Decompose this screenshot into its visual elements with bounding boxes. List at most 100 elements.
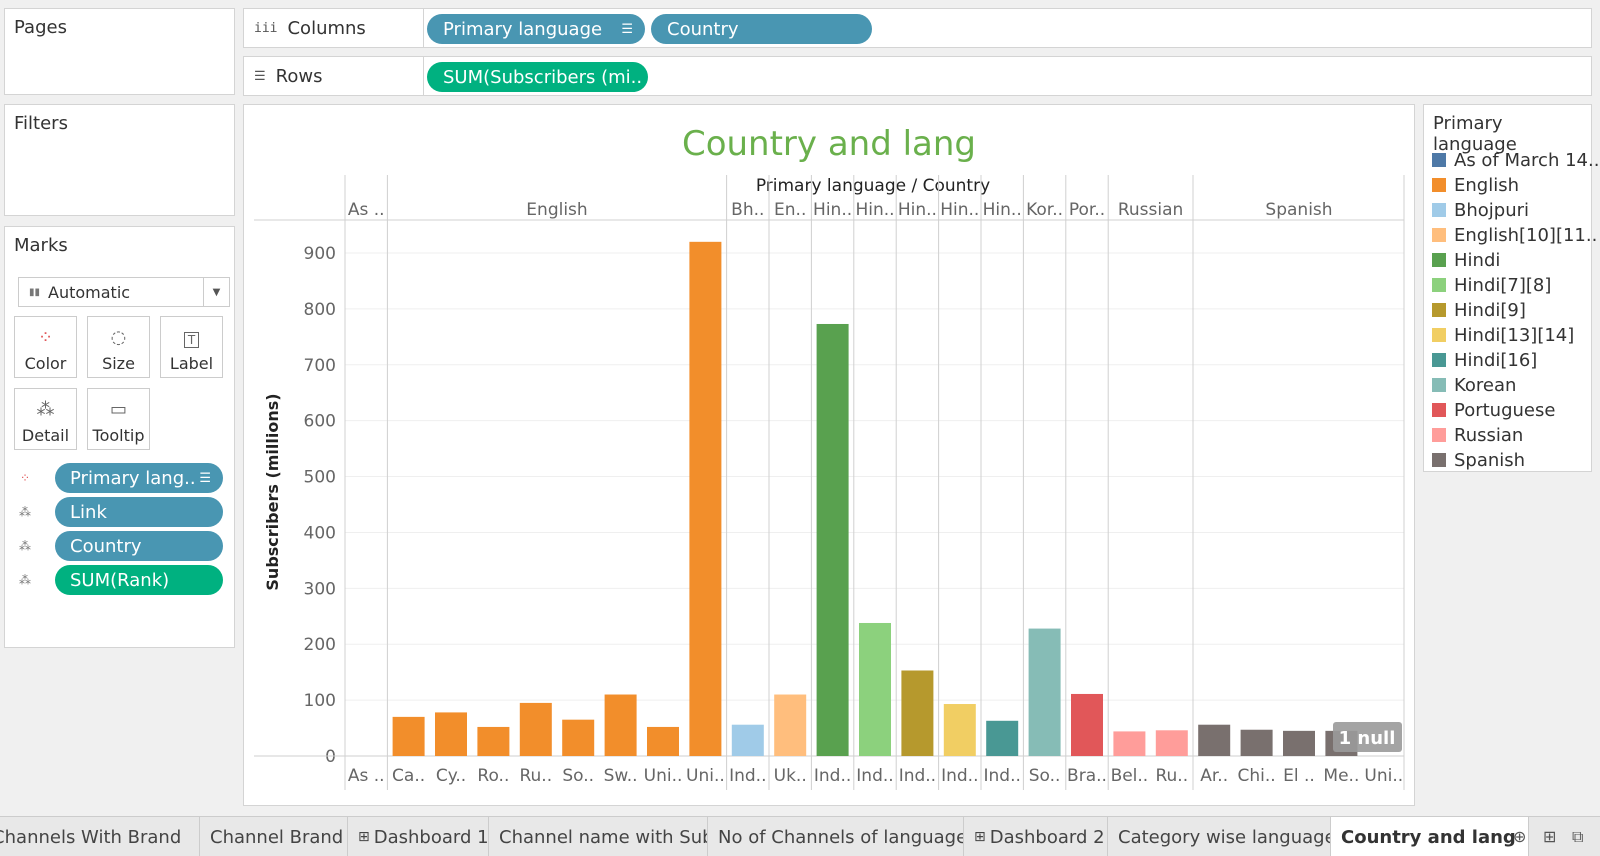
legend-item[interactable]: Korean — [1432, 374, 1516, 396]
sheet-tab[interactable]: ⊞ Dashboard 2 — [964, 817, 1108, 856]
legend-item[interactable]: Hindi[9] — [1432, 299, 1526, 321]
color-button[interactable]: ⁘ Color — [14, 316, 77, 378]
legend-swatch — [1432, 453, 1446, 467]
sheet-tab[interactable]: No of Channels of language — [708, 817, 964, 856]
sheet-tab[interactable]: f Channels With Brand — [0, 817, 200, 856]
sheet-tab[interactable]: Category wise language — [1108, 817, 1331, 856]
mark-field-pill[interactable]: Country — [55, 531, 223, 561]
group-header-label: Hin.. — [855, 200, 894, 220]
y-tick-label: 600 — [304, 412, 336, 432]
columns-label-text: Columns — [287, 17, 366, 39]
bar — [519, 702, 552, 756]
legend-label: Russian — [1454, 424, 1524, 446]
bar — [604, 694, 637, 756]
legend-item[interactable]: English[10][11.. — [1432, 224, 1597, 246]
pill-label: SUM(Subscribers (mi.. — [443, 66, 643, 88]
mark-field-country[interactable]: ⁂ Country — [15, 531, 225, 561]
sheet-tab-label: No of Channels of language — [718, 826, 964, 848]
legend-swatch — [1432, 303, 1446, 317]
legend-item[interactable]: Hindi[7][8] — [1432, 274, 1551, 296]
dashboard-icon: ⊞ — [974, 829, 986, 845]
columns-shelf-label: iii Columns — [244, 9, 424, 47]
bar — [562, 719, 595, 756]
null-indicator-label: 1 null — [1339, 728, 1396, 749]
mark-field-sum-rank[interactable]: ⁂ SUM(Rank) — [15, 565, 225, 595]
bar — [901, 670, 934, 756]
legend-swatch — [1432, 253, 1446, 267]
legend-item[interactable]: As of March 14.. — [1432, 149, 1599, 171]
color-button-label: Color — [24, 354, 67, 373]
color-icon: ⁘ — [37, 327, 54, 348]
label-button[interactable]: T Label — [160, 316, 223, 378]
sheet-tab[interactable]: Country and lang — [1331, 817, 1529, 856]
legend-item[interactable]: Hindi — [1432, 249, 1500, 271]
mark-field-link[interactable]: ⁂ Link — [15, 497, 225, 527]
sheet-tab[interactable]: ⊞ Dashboard 1 — [348, 817, 489, 856]
legend-item[interactable]: Hindi[13][14] — [1432, 324, 1574, 346]
bar — [1198, 724, 1231, 756]
legend-item[interactable]: Bhojpuri — [1432, 199, 1529, 221]
chevron-down-icon[interactable]: ▼ — [203, 278, 229, 306]
sheet-tab[interactable]: Channel Brand — [200, 817, 348, 856]
group-header-label: En.. — [774, 200, 806, 220]
sheet-tab-label: Channel Brand — [210, 826, 344, 848]
mark-field-primary-language[interactable]: ⁘ Primary lang.. ☰ — [15, 463, 225, 493]
dashboard-icon: ⊞ — [358, 829, 370, 845]
group-header-label: Kor.. — [1026, 200, 1063, 220]
columns-pill-country[interactable]: Country — [651, 14, 872, 44]
new-dashboard-icon[interactable]: ⊞ — [1543, 827, 1557, 846]
columns-shelf[interactable]: iii Columns Primary language ☰ Country — [243, 8, 1592, 48]
sheet-tab[interactable]: Channel name with Sub — [489, 817, 708, 856]
legend-swatch — [1432, 328, 1446, 342]
rows-pill-sum-subscribers[interactable]: SUM(Subscribers (mi.. — [427, 62, 648, 92]
legend-label: Hindi[9] — [1454, 299, 1526, 321]
rows-icon: ☰ — [254, 68, 266, 84]
mark-field-pill[interactable]: Link — [55, 497, 223, 527]
legend-swatch — [1432, 403, 1446, 417]
legend-item[interactable]: English — [1432, 174, 1519, 196]
rows-shelf[interactable]: ☰ Rows SUM(Subscribers (mi.. — [243, 56, 1592, 96]
pill-label: Country — [667, 18, 739, 40]
mark-field-pill[interactable]: Primary lang.. ☰ — [55, 463, 223, 493]
tooltip-button[interactable]: ▭ Tooltip — [87, 388, 150, 450]
x-tick-label: Uni.. — [686, 766, 725, 786]
legend-item[interactable]: Portuguese — [1432, 399, 1555, 421]
bar-chart-icon: ▮▮ — [29, 286, 41, 298]
mark-type-dropdown[interactable]: ▮▮ Automatic ▼ — [18, 277, 230, 307]
detail-button[interactable]: ⁂ Detail — [14, 388, 77, 450]
legend-swatch — [1432, 428, 1446, 442]
legend-label: English — [1454, 174, 1519, 196]
columns-icon: iii — [254, 20, 278, 36]
x-tick-label: Ind.. — [856, 766, 893, 786]
detail-icon: ⁂ — [19, 539, 31, 553]
legend-label: Hindi[16] — [1454, 349, 1538, 371]
sheet-tab-bar: f Channels With Brand Channel Brand ⊞ Dashb… — [0, 816, 1600, 856]
legend-item[interactable]: Spanish — [1432, 449, 1525, 471]
columns-pill-primary-language[interactable]: Primary language ☰ — [427, 14, 645, 44]
bar — [943, 704, 976, 756]
sheet-tab-label: f Channels With Brand — [0, 826, 182, 848]
sheet-tab-label: Country and lang — [1341, 826, 1516, 848]
legend-swatch — [1432, 353, 1446, 367]
size-icon: ◌ — [110, 327, 127, 348]
column-header-title: Primary language / Country — [756, 176, 990, 196]
x-tick-label: Ind.. — [899, 766, 936, 786]
mark-field-label: Primary lang.. — [70, 467, 196, 489]
pages-shelf[interactable]: Pages — [4, 8, 235, 95]
new-worksheet-icon[interactable]: ⊕ — [1513, 827, 1527, 846]
filters-title: Filters — [14, 113, 68, 134]
bar — [1071, 693, 1103, 756]
y-axis-label: Subscribers (millions) — [263, 393, 282, 590]
mark-field-pill[interactable]: SUM(Rank) — [55, 565, 223, 595]
group-header-label: Russian — [1118, 200, 1183, 220]
legend-item[interactable]: Hindi[16] — [1432, 349, 1537, 371]
new-story-icon[interactable]: ⧉ — [1572, 827, 1584, 846]
bar — [1028, 628, 1061, 756]
x-tick-label: Bra.. — [1067, 766, 1107, 786]
y-tick-label: 500 — [304, 468, 336, 488]
sheet-tab-label: Category wise language — [1118, 826, 1331, 848]
legend-item[interactable]: Russian — [1432, 424, 1523, 446]
null-indicator-badge — [1333, 722, 1402, 752]
size-button[interactable]: ◌ Size — [87, 316, 150, 378]
filters-shelf[interactable]: Filters — [4, 104, 235, 216]
